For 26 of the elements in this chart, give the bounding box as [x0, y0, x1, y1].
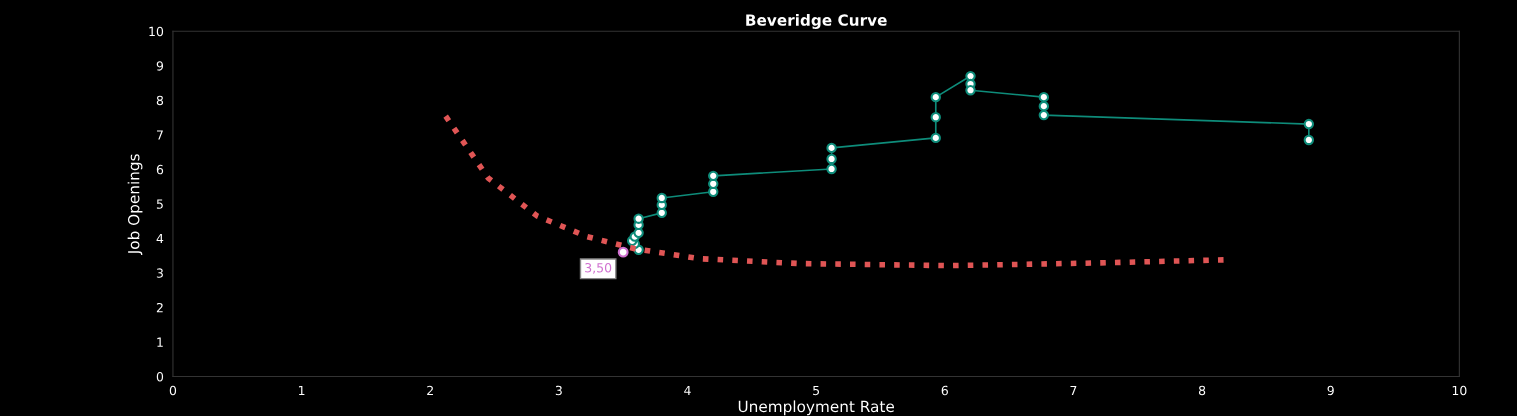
y-tick-label: 6 [156, 164, 164, 175]
y-tick-label: 2 [156, 302, 163, 313]
x-tick-label: 4 [684, 385, 691, 396]
chart-title: Beveridge Curve [746, 14, 887, 29]
x-tick-label: 6 [941, 385, 948, 396]
x-tick-label: 8 [1198, 385, 1206, 396]
y-tick-label: 9 [156, 61, 164, 71]
x-tick-label: 1 [298, 385, 305, 396]
y-tick-label: 0 [156, 371, 164, 382]
x-axis-title: Unemployment Rate [738, 400, 894, 416]
y-tick-label: 3 [156, 268, 163, 278]
x-tick-label: 10 [1452, 385, 1467, 396]
annotation: 3,50 [585, 263, 612, 274]
y-tick-label: 4 [156, 234, 164, 244]
x-tick-label: 0 [169, 385, 177, 396]
x-tick-label: 2 [427, 385, 433, 396]
x-tick-label: 7 [1070, 385, 1077, 396]
y-tick-label: 8 [156, 95, 164, 106]
x-tick-label: 3 [555, 385, 562, 396]
x-tick-label: 9 [1327, 385, 1334, 396]
y-tick-label: 1 [157, 337, 163, 347]
x-tick-label: 5 [813, 385, 820, 396]
y-tick-label: 10 [149, 26, 164, 37]
y-tick-label: 7 [156, 130, 163, 140]
y-tick-label: 5 [156, 199, 163, 209]
y-axis-title: Job Openings [127, 154, 143, 256]
